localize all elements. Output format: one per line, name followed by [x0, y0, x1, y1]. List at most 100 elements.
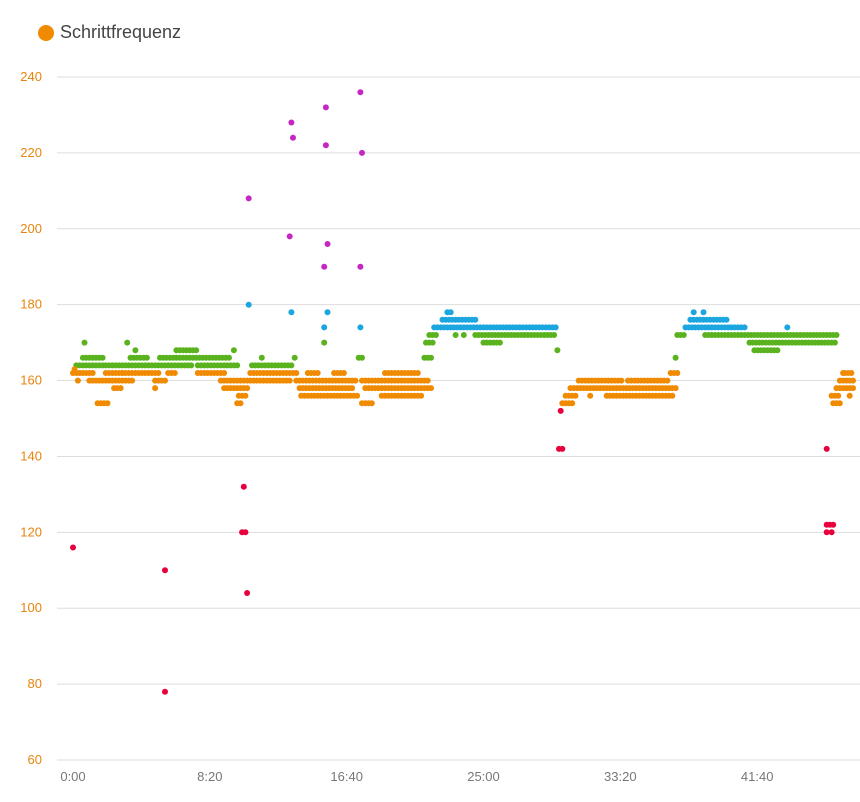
data-point-orange[interactable] — [171, 370, 178, 376]
data-point-orange[interactable] — [848, 370, 855, 376]
data-point-green[interactable] — [89, 354, 96, 361]
data-point-magenta[interactable] — [288, 119, 295, 126]
data-point-green[interactable] — [680, 332, 687, 338]
data-point-orange[interactable] — [117, 385, 124, 392]
data-point-orange[interactable] — [237, 400, 244, 407]
data-point-green[interactable] — [774, 347, 781, 354]
data-point-green[interactable] — [230, 347, 237, 354]
data-point-orange[interactable] — [104, 400, 111, 407]
data-point-blue[interactable] — [472, 316, 479, 323]
data-point-green[interactable] — [234, 362, 241, 369]
data-point-blue[interactable] — [447, 309, 454, 316]
data-point-orange[interactable] — [349, 385, 356, 392]
data-point-orange[interactable] — [664, 377, 671, 384]
chart-legend[interactable]: Schrittfrequenz — [38, 22, 181, 43]
data-point-green[interactable] — [288, 362, 295, 369]
data-point-orange[interactable] — [71, 366, 78, 373]
data-point-red[interactable] — [823, 529, 830, 536]
data-point-orange[interactable] — [162, 377, 168, 384]
data-point-orange[interactable] — [152, 385, 159, 392]
data-point-magenta[interactable] — [286, 233, 293, 240]
data-point-blue[interactable] — [357, 324, 364, 331]
data-point-blue[interactable] — [288, 309, 295, 316]
data-point-green[interactable] — [143, 354, 150, 361]
data-point-magenta[interactable] — [322, 142, 329, 149]
data-point-orange[interactable] — [242, 392, 249, 399]
data-point-orange[interactable] — [74, 377, 81, 384]
data-point-magenta[interactable] — [359, 149, 365, 156]
data-point-orange[interactable] — [368, 400, 375, 407]
data-point-green[interactable] — [460, 332, 467, 338]
data-point-blue[interactable] — [690, 309, 697, 316]
data-point-red[interactable] — [242, 529, 249, 536]
data-point-orange[interactable] — [587, 392, 594, 399]
data-point-orange[interactable] — [352, 377, 359, 384]
data-point-green[interactable] — [188, 362, 195, 369]
data-point-red[interactable] — [823, 445, 830, 452]
data-point-orange[interactable] — [428, 385, 434, 392]
data-point-blue[interactable] — [741, 324, 748, 331]
data-point-orange[interactable] — [672, 385, 679, 392]
data-point-red[interactable] — [162, 567, 168, 574]
data-point-green[interactable] — [432, 332, 439, 338]
data-point-orange[interactable] — [669, 392, 676, 399]
data-point-green[interactable] — [831, 339, 838, 346]
data-point-green[interactable] — [321, 339, 328, 346]
data-point-orange[interactable] — [836, 400, 843, 407]
data-point-magenta[interactable] — [357, 89, 364, 96]
data-point-red[interactable] — [556, 445, 562, 452]
data-point-orange[interactable] — [569, 400, 576, 407]
data-point-red[interactable] — [557, 407, 564, 414]
data-point-magenta[interactable] — [324, 241, 331, 247]
data-point-green[interactable] — [193, 347, 200, 354]
data-point-orange[interactable] — [286, 377, 293, 384]
data-point-green[interactable] — [258, 354, 265, 361]
data-point-orange[interactable] — [850, 385, 856, 392]
data-point-magenta[interactable] — [290, 134, 296, 141]
data-point-red[interactable] — [828, 529, 835, 536]
data-point-blue[interactable] — [723, 316, 730, 323]
data-point-blue[interactable] — [324, 309, 331, 316]
data-point-green[interactable] — [452, 332, 459, 338]
data-point-green[interactable] — [551, 332, 558, 338]
data-point-orange[interactable] — [414, 370, 421, 376]
data-point-blue[interactable] — [552, 324, 559, 331]
data-point-green[interactable] — [496, 339, 503, 346]
data-point-green[interactable] — [132, 347, 139, 354]
data-point-orange[interactable] — [314, 370, 321, 376]
data-point-magenta[interactable] — [321, 263, 328, 270]
data-point-orange[interactable] — [618, 377, 625, 384]
data-point-green[interactable] — [708, 332, 715, 338]
data-point-orange[interactable] — [221, 370, 228, 376]
data-point-magenta[interactable] — [245, 195, 252, 202]
data-point-orange[interactable] — [572, 392, 579, 399]
data-point-orange[interactable] — [293, 370, 300, 376]
data-point-green[interactable] — [672, 354, 679, 361]
data-point-orange[interactable] — [129, 377, 136, 384]
data-point-green[interactable] — [99, 354, 106, 361]
data-point-red[interactable] — [162, 688, 168, 695]
data-point-red[interactable] — [830, 521, 837, 528]
data-point-orange[interactable] — [340, 370, 347, 376]
data-point-orange[interactable] — [354, 392, 361, 399]
data-point-magenta[interactable] — [357, 263, 364, 270]
data-point-red[interactable] — [240, 483, 247, 490]
data-point-orange[interactable] — [155, 370, 162, 376]
data-point-green[interactable] — [124, 339, 131, 346]
data-point-orange[interactable] — [674, 370, 681, 376]
data-point-green[interactable] — [291, 354, 298, 361]
data-point-orange[interactable] — [418, 392, 425, 399]
data-point-red[interactable] — [70, 544, 76, 551]
data-point-blue[interactable] — [245, 301, 252, 308]
data-point-blue[interactable] — [321, 324, 328, 331]
data-point-magenta[interactable] — [322, 104, 329, 111]
data-point-blue[interactable] — [784, 324, 791, 331]
data-point-green[interactable] — [226, 354, 232, 361]
data-point-orange[interactable] — [244, 385, 251, 392]
data-point-orange[interactable] — [89, 370, 96, 376]
data-point-red[interactable] — [244, 590, 251, 596]
data-point-orange[interactable] — [850, 377, 856, 384]
data-point-green[interactable] — [554, 347, 561, 354]
data-point-orange[interactable] — [835, 392, 842, 399]
data-point-orange[interactable] — [840, 370, 847, 376]
